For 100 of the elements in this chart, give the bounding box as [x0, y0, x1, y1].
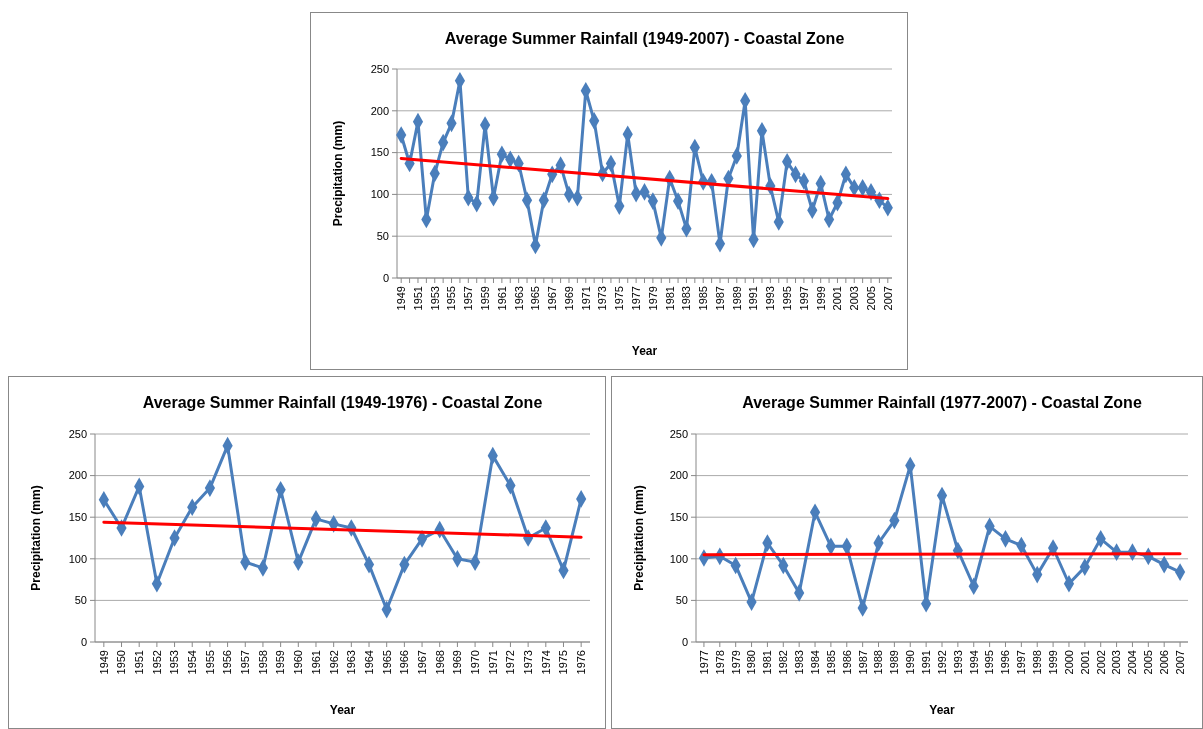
x-tick-label: 1955 [445, 286, 458, 311]
x-tick-label: 1999 [814, 286, 827, 311]
x-tick-label: 1975 [557, 650, 570, 675]
x-tick-label: 1958 [256, 650, 269, 675]
y-tick-label: 100 [370, 188, 389, 201]
y-tick-label: 250 [669, 427, 688, 440]
x-tick-label: 1986 [840, 650, 853, 675]
y-axis-title: Precipitation (mm) [29, 485, 43, 591]
x-tick-label: 2007 [881, 286, 894, 311]
x-tick-label: 1998 [1031, 650, 1044, 675]
x-tick-label: 1996 [999, 650, 1012, 675]
x-tick-label: 1991 [747, 286, 760, 311]
x-tick-label: 1969 [562, 286, 575, 311]
y-tick-label: 0 [382, 271, 389, 284]
x-tick-label: 1957 [239, 650, 252, 675]
x-tick-label: 1965 [529, 286, 542, 311]
x-tick-label: 1967 [546, 286, 559, 311]
x-tick-label: 1952 [150, 650, 163, 675]
x-tick-label: 1951 [411, 286, 424, 311]
x-tick-label: 1985 [697, 286, 710, 311]
y-tick-label: 0 [80, 635, 87, 648]
x-tick-label: 1971 [486, 650, 499, 675]
x-tick-label: 1989 [888, 650, 901, 675]
x-tick-label: 1976 [575, 650, 588, 675]
x-tick-label: 1989 [730, 286, 743, 311]
x-tick-label: 1994 [967, 650, 980, 675]
x-tick-label: 1988 [872, 650, 885, 675]
x-axis-title: Year [631, 344, 658, 358]
chart-title: Average Summer Rainfall (1977-2007) - Coastal Zone [742, 394, 1142, 411]
x-tick-label: 1982 [777, 650, 790, 675]
x-tick-label: 1993 [951, 650, 964, 675]
x-tick-label: 1975 [613, 286, 626, 311]
x-tick-label: 1969 [451, 650, 464, 675]
x-tick-label: 1961 [495, 286, 508, 311]
y-tick-label: 100 [669, 552, 688, 565]
x-tick-label: 1987 [713, 286, 726, 311]
y-tick-label: 200 [669, 469, 688, 482]
x-tick-label: 1960 [292, 650, 305, 675]
x-tick-label: 1977 [629, 286, 642, 311]
x-tick-label: 1949 [97, 650, 110, 675]
x-tick-label: 1962 [327, 650, 340, 675]
x-tick-label: 1970 [468, 650, 481, 675]
x-tick-label: 2005 [1142, 650, 1155, 675]
x-tick-label: 1997 [1015, 650, 1028, 675]
x-tick-label: 1972 [504, 650, 517, 675]
x-tick-label: 1959 [274, 650, 287, 675]
x-tick-label: 2004 [1126, 650, 1139, 675]
x-tick-label: 1997 [797, 286, 810, 311]
x-tick-label: 1963 [345, 650, 358, 675]
x-tick-label: 1983 [793, 650, 806, 675]
x-tick-label: 1980 [745, 650, 758, 675]
y-tick-label: 250 [68, 427, 87, 440]
x-tick-label: 1949 [395, 286, 408, 311]
x-tick-label: 1955 [203, 650, 216, 675]
x-tick-label: 2005 [864, 286, 877, 311]
x-tick-label: 1999 [1046, 650, 1059, 675]
x-tick-label: 2003 [848, 286, 861, 311]
x-tick-label: 1963 [512, 286, 525, 311]
y-tick-label: 150 [669, 511, 688, 524]
x-tick-label: 1978 [713, 650, 726, 675]
y-tick-label: 50 [74, 594, 87, 607]
x-tick-label: 1990 [904, 650, 917, 675]
x-tick-label: 1993 [764, 286, 777, 311]
x-tick-label: 1985 [824, 650, 837, 675]
x-tick-label: 1973 [596, 286, 609, 311]
x-tick-label: 1981 [663, 286, 676, 311]
x-tick-label: 2001 [831, 286, 844, 311]
x-tick-label: 2007 [1173, 650, 1186, 675]
y-tick-label: 50 [376, 230, 389, 243]
x-tick-label: 1961 [309, 650, 322, 675]
x-tick-label: 1957 [462, 286, 475, 311]
x-tick-label: 1991 [919, 650, 932, 675]
x-tick-label: 1984 [808, 650, 821, 675]
x-tick-label: 1974 [539, 650, 552, 675]
x-tick-label: 2000 [1062, 650, 1075, 675]
x-tick-label: 2006 [1158, 650, 1171, 675]
x-tick-label: 1965 [380, 650, 393, 675]
y-tick-label: 150 [370, 146, 389, 159]
y-tick-label: 200 [370, 104, 389, 117]
x-axis-title: Year [329, 703, 356, 717]
x-tick-label: 1995 [983, 650, 996, 675]
x-tick-label: 1987 [856, 650, 869, 675]
x-tick-label: 1979 [729, 650, 742, 675]
y-tick-label: 250 [370, 62, 389, 75]
x-tick-label: 1954 [186, 650, 199, 675]
x-tick-label: 1979 [646, 286, 659, 311]
x-tick-label: 1977 [697, 650, 710, 675]
x-tick-label: 1967 [415, 650, 428, 675]
x-tick-label: 1953 [428, 286, 441, 311]
x-tick-label: 1981 [761, 650, 774, 675]
y-tick-label: 0 [681, 635, 688, 648]
y-tick-label: 50 [675, 594, 688, 607]
x-tick-label: 2003 [1110, 650, 1123, 675]
chart-title: Average Summer Rainfall (1949-1976) - Coastal Zone [142, 394, 543, 411]
y-axis-title: Precipitation (mm) [632, 485, 646, 591]
y-axis-title: Precipitation (mm) [331, 120, 345, 227]
x-tick-label: 2001 [1078, 650, 1091, 675]
x-tick-label: 1983 [680, 286, 693, 311]
x-tick-label: 1956 [221, 650, 234, 675]
x-tick-label: 1959 [478, 286, 491, 311]
